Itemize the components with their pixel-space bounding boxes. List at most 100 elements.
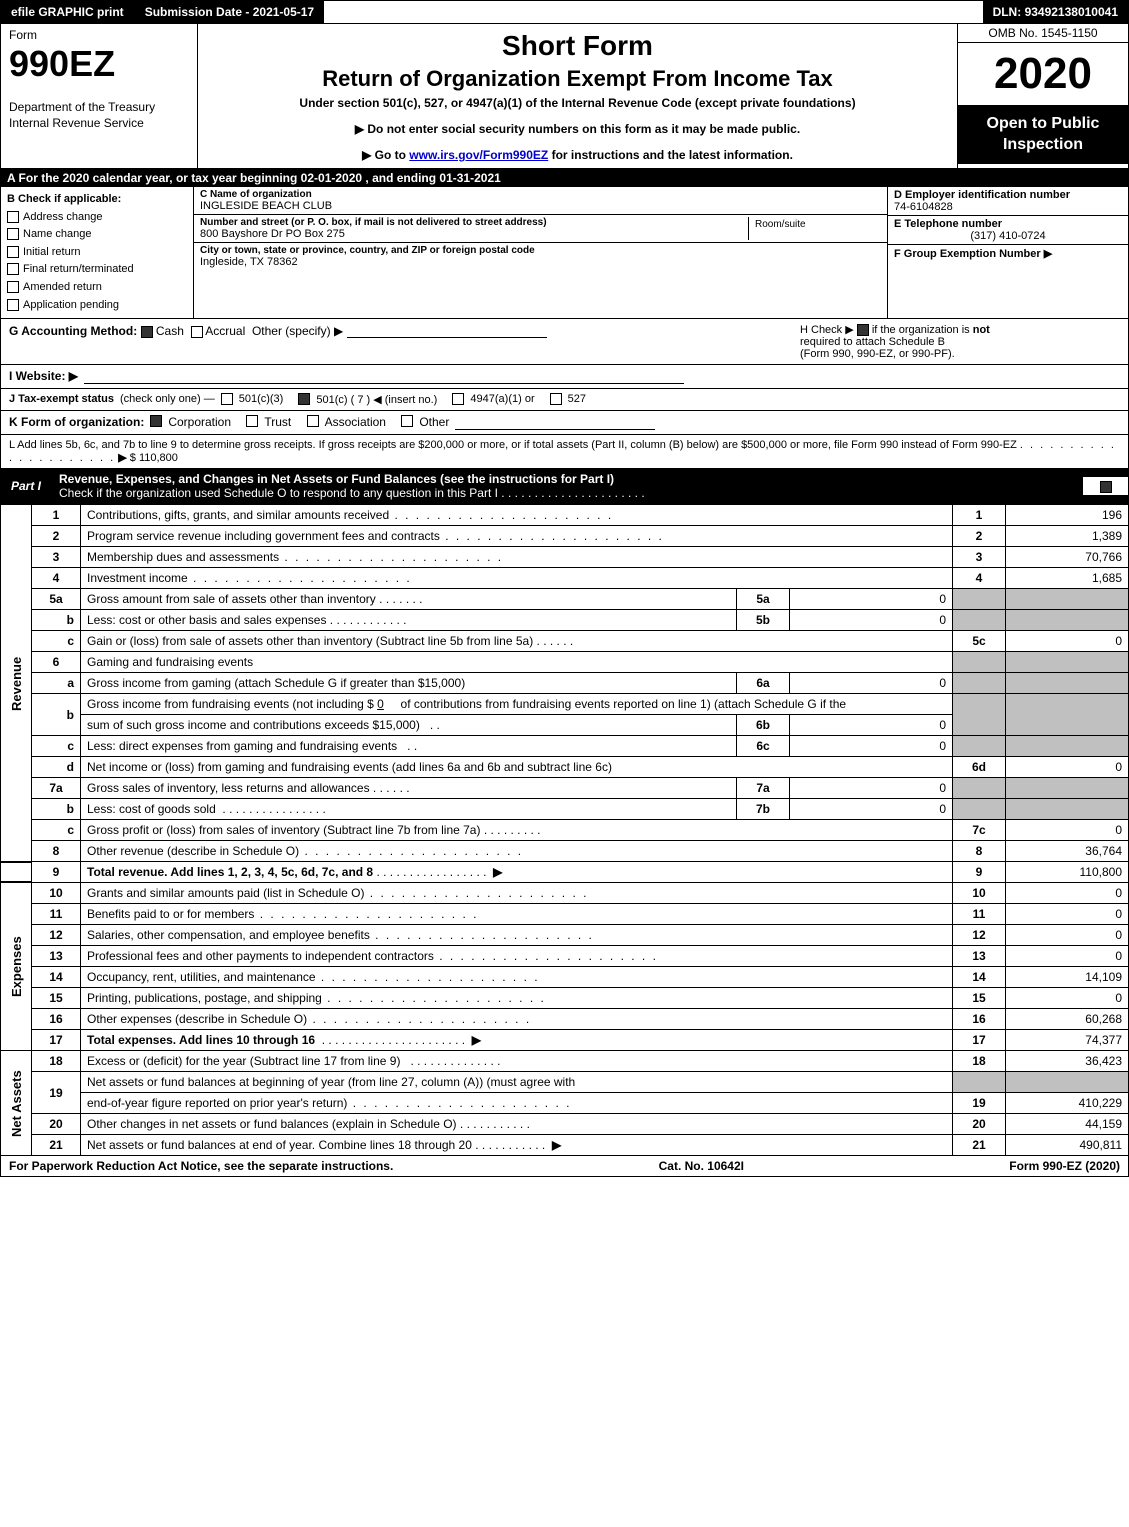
chk-application-pending[interactable]: Application pending: [7, 297, 187, 315]
section-def: D Employer identification number 74-6104…: [887, 187, 1128, 318]
ln-8: 8: [32, 841, 81, 862]
l6c-midamt: 0: [790, 736, 953, 757]
l5a-mid: 5a: [737, 589, 790, 610]
l16-text: Other expenses (describe in Schedule O): [87, 1012, 307, 1026]
chk-initial-return[interactable]: Initial return: [7, 244, 187, 262]
dots: [254, 907, 478, 921]
l17-num: 17: [953, 1030, 1006, 1051]
l14-num: 14: [953, 967, 1006, 988]
accounting-other-blank[interactable]: [347, 323, 547, 338]
l11-amt: 0: [1006, 904, 1129, 925]
l9-num: 9: [953, 862, 1006, 883]
ln-7b: b: [32, 799, 81, 820]
l10-text: Grants and similar amounts paid (list in…: [87, 886, 364, 900]
l5c-amt: 0: [1006, 631, 1129, 652]
l19-text2: end-of-year figure reported on prior yea…: [87, 1096, 347, 1110]
l1-amt: 196: [1006, 505, 1129, 526]
part1-checkbox[interactable]: [1083, 477, 1128, 495]
shade: [953, 652, 1006, 673]
shade: [1006, 673, 1129, 694]
addr-label: Number and street (or P. O. box, if mail…: [200, 217, 748, 228]
omb-number: OMB No. 1545-1150: [958, 24, 1128, 43]
ln-5b: b: [32, 610, 81, 631]
irs-link[interactable]: www.irs.gov/Form990EZ: [409, 148, 548, 162]
l7b-mid: 7b: [737, 799, 790, 820]
line-7c: c Gross profit or (loss) from sales of i…: [1, 820, 1129, 841]
l12-amt: 0: [1006, 925, 1129, 946]
l15-amt: 0: [1006, 988, 1129, 1009]
checkbox-icon: [221, 393, 233, 405]
k-association: Association: [325, 415, 386, 429]
opt-name-change: Name change: [23, 228, 92, 240]
checkbox-icon: [307, 415, 319, 427]
section-k: K Form of organization: Corporation Trus…: [0, 411, 1129, 435]
l3-num: 3: [953, 547, 1006, 568]
phone-cell: E Telephone number (317) 410-0724: [888, 216, 1128, 245]
k-trust: Trust: [264, 415, 291, 429]
line-6d: d Net income or (loss) from gaming and f…: [1, 757, 1129, 778]
l6a-mid: 6a: [737, 673, 790, 694]
k-other-blank[interactable]: [455, 415, 655, 430]
checkbox-checked-icon: [150, 415, 162, 427]
l11-num: 11: [953, 904, 1006, 925]
l6c-mid: 6c: [737, 736, 790, 757]
dots: [322, 991, 546, 1005]
tax-exempt-note: (check only one) —: [120, 393, 215, 405]
ln-6c: c: [32, 736, 81, 757]
l13-text: Professional fees and other payments to …: [87, 949, 434, 963]
l5b-text: Less: cost or other basis and sales expe…: [87, 613, 326, 627]
dots: [434, 949, 658, 963]
l8-amt: 36,764: [1006, 841, 1129, 862]
form-header: Form 990EZ Department of the Treasury In…: [0, 24, 1129, 169]
checkbox-icon: [7, 246, 19, 258]
l7c-text: Gross profit or (loss) from sales of inv…: [87, 823, 480, 837]
l21-text: Net assets or fund balances at end of ye…: [87, 1138, 472, 1152]
dln-label: DLN:: [993, 5, 1025, 19]
l16-num: 16: [953, 1009, 1006, 1030]
line-10: Expenses 10 Grants and similar amounts p…: [1, 883, 1129, 904]
dots: [307, 1012, 531, 1026]
period-begin: 02-01-2020: [301, 171, 362, 185]
footer-right-pre: Form: [1009, 1159, 1042, 1173]
ln-6: 6: [32, 652, 81, 673]
l11-text: Benefits paid to or for members: [87, 907, 254, 921]
chk-amended-return[interactable]: Amended return: [7, 279, 187, 297]
j-4947: 4947(a)(1) or: [470, 393, 534, 405]
l2-text: Program service revenue including govern…: [87, 529, 440, 543]
l1-num: 1: [953, 505, 1006, 526]
chk-final-return[interactable]: Final return/terminated: [7, 261, 187, 279]
l20-text: Other changes in net assets or fund bala…: [87, 1117, 457, 1131]
ln-6d: d: [32, 757, 81, 778]
shade: [953, 589, 1006, 610]
l7b-midamt: 0: [790, 799, 953, 820]
chk-name-change[interactable]: Name change: [7, 226, 187, 244]
section-g: G Accounting Method: Cash Accrual Other …: [9, 323, 547, 338]
l18-num: 18: [953, 1051, 1006, 1072]
l5c-text: Gain or (loss) from sale of assets other…: [87, 634, 533, 648]
checkbox-icon: [550, 393, 562, 405]
ln-17: 17: [32, 1030, 81, 1051]
footer-right: Form 990-EZ (2020): [1009, 1159, 1120, 1173]
dots: [364, 886, 588, 900]
efile-print-button[interactable]: efile GRAPHIC print: [1, 1, 135, 23]
org-name-value: INGLESIDE BEACH CLUB: [200, 200, 881, 212]
arrow-icon: ▶: [552, 1138, 561, 1152]
addr-value: 800 Bayshore Dr PO Box 275: [200, 228, 748, 240]
l15-text: Printing, publications, postage, and shi…: [87, 991, 322, 1005]
l2-num: 2: [953, 526, 1006, 547]
l6c-text: Less: direct expenses from gaming and fu…: [87, 739, 397, 753]
checkbox-checked-icon: [298, 393, 310, 405]
form-of-org-label: K Form of organization:: [9, 415, 144, 429]
website-label: I Website: ▶: [9, 369, 78, 383]
l19-text: Net assets or fund balances at beginning…: [81, 1072, 953, 1093]
l14-text: Occupancy, rent, utilities, and maintena…: [87, 970, 316, 984]
chk-address-change[interactable]: Address change: [7, 209, 187, 227]
arrow-icon: ▶: [493, 865, 502, 879]
part1-checktext: Check if the organization used Schedule …: [59, 486, 498, 500]
line-16: 16 Other expenses (describe in Schedule …: [1, 1009, 1129, 1030]
shade: [1006, 694, 1129, 736]
website-blank[interactable]: [84, 369, 684, 384]
header-right: OMB No. 1545-1150 2020 Open to Public In…: [957, 24, 1128, 168]
line-13: 13 Professional fees and other payments …: [1, 946, 1129, 967]
l1-text: Contributions, gifts, grants, and simila…: [87, 508, 389, 522]
